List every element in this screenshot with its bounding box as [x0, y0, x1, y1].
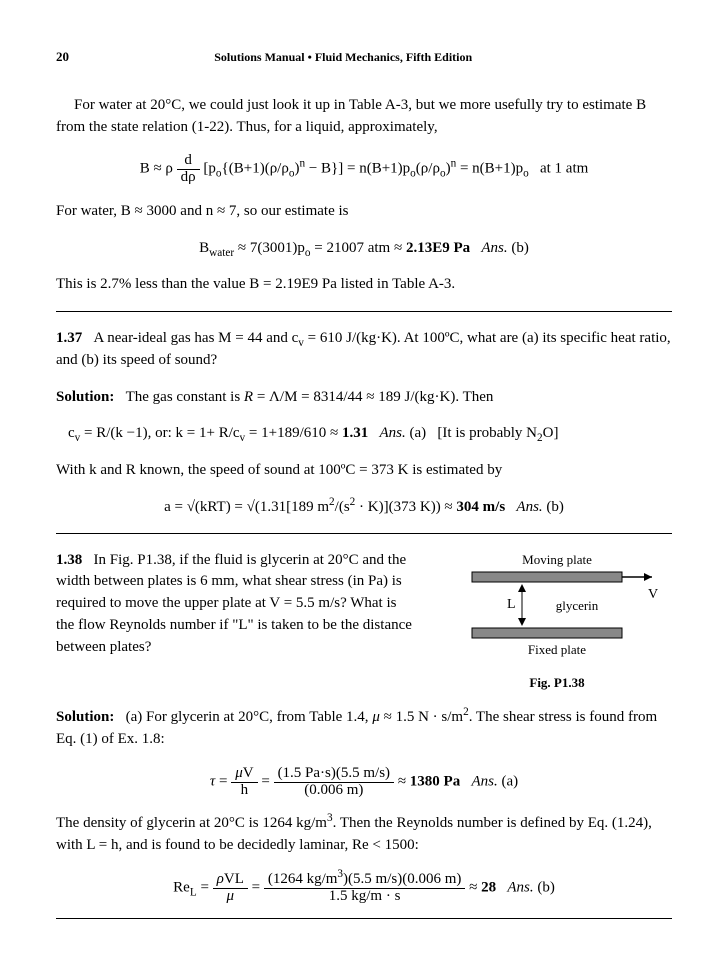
fig-bottom-plate: [472, 628, 622, 638]
problem-137: 1.37 A near-ideal gas has M = 44 and cv …: [56, 328, 672, 372]
fig-fixed-label: Fixed plate: [528, 642, 586, 657]
figure-caption: Fig. P1.38: [442, 674, 672, 693]
fig-v-label: V: [648, 587, 658, 602]
para-3: This is 2.7% less than the value B = 2.1…: [56, 274, 672, 296]
eq-bulk-modulus: B ≈ ρ ddρ [po{(B+1)(ρ/ρo)n − B}] = n(B+1…: [56, 153, 672, 186]
solution-137: Solution: The gas constant is R = Λ/M = …: [56, 387, 672, 409]
eq-138-re: ReL = ρVLμ = (1264 kg/m3)(5.5 m/s)(0.006…: [56, 872, 672, 905]
fig-glycerin-label: glycerin: [556, 598, 599, 613]
fig-l-label: L: [507, 597, 516, 612]
page-number: 20: [56, 48, 211, 67]
eq-137-k: cv = R/(k −1), or: k = 1+ R/cv = 1+189/6…: [68, 423, 672, 445]
page-header: 20 Solutions Manual • Fluid Mechanics, F…: [56, 48, 672, 67]
para-2: For water, B ≈ 3000 and n ≈ 7, so our es…: [56, 201, 672, 223]
fig-top-plate: [472, 572, 622, 582]
para-138-mid: The density of glycerin at 20°C is 1264 …: [56, 813, 672, 857]
problem-138: 1.38 In Fig. P1.38, if the fluid is glyc…: [56, 550, 418, 659]
fig-moving-label: Moving plate: [522, 552, 592, 567]
separator: [56, 311, 672, 312]
eq-137-sound: a = √(kRT) = √(1.31[189 m2/(s2 · K)](373…: [56, 497, 672, 519]
para-137-mid: With k and R known, the speed of sound a…: [56, 460, 672, 482]
solution-138: Solution: (a) For glycerin at 20°C, from…: [56, 707, 672, 751]
intro-para: For water at 20°C, we could just look it…: [56, 95, 672, 139]
eq-138-tau: τ = μVh = (1.5 Pa·s)(5.5 m/s)(0.006 m) ≈…: [56, 766, 672, 799]
eq-bwater: Bwater ≈ 7(3001)po = 21007 atm ≈ 2.13E9 …: [56, 238, 672, 260]
separator: [56, 533, 672, 534]
separator: [56, 918, 672, 919]
book-title: Solutions Manual • Fluid Mechanics, Fift…: [214, 50, 472, 64]
fig-v-arrowhead: [644, 573, 652, 581]
figure-p138: Moving plate V L glycerin Fixed plate Fi…: [442, 550, 672, 693]
eq1-tail: at 1 atm: [540, 161, 588, 177]
